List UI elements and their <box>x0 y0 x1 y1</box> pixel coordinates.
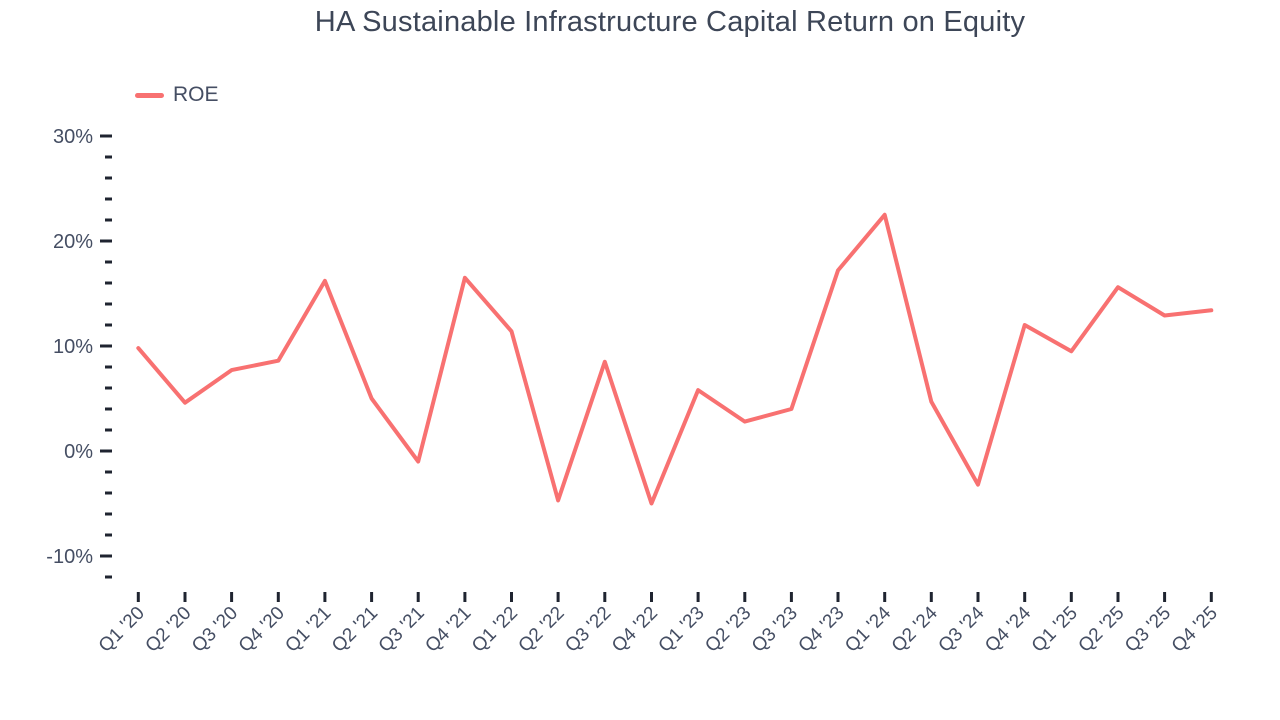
x-axis-label: Q1 '23 <box>655 603 709 657</box>
x-axis-label: Q1 '21 <box>281 603 335 657</box>
x-axis-label: Q4 '25 <box>1168 603 1222 657</box>
x-axis-label: Q2 '24 <box>888 602 942 656</box>
x-axis-label: Q4 '22 <box>608 603 662 657</box>
x-axis-label: Q2 '23 <box>701 603 755 657</box>
x-axis-label: Q4 '21 <box>421 603 475 657</box>
roe-line-series <box>136 212 1214 506</box>
x-axis-label: Q4 '24 <box>981 602 1035 656</box>
x-axis-label: Q2 '20 <box>142 603 196 657</box>
x-axis-label: Q2 '25 <box>1075 603 1129 657</box>
legend-label: ROE <box>173 83 219 106</box>
chart-title: HA Sustainable Infrastructure Capital Re… <box>314 6 1026 38</box>
x-axis-label: Q1 '24 <box>841 602 895 656</box>
x-axis-label: Q1 '20 <box>95 603 149 657</box>
x-axis-label: Q3 '20 <box>188 603 242 657</box>
x-axis-label: Q2 '22 <box>515 603 569 657</box>
y-axis-label: 0% <box>64 441 93 463</box>
x-axis-label: Q3 '25 <box>1121 603 1175 657</box>
line-swatch-icon <box>135 92 164 98</box>
x-axis-label: Q3 '22 <box>561 603 615 657</box>
x-axis-label: Q3 '23 <box>748 603 802 657</box>
x-axis-label: Q2 '21 <box>328 603 382 657</box>
legend-item-roe[interactable]: ROE <box>135 83 219 107</box>
x-axis-label: Q1 '25 <box>1028 603 1082 657</box>
x-axis-label: Q4 '23 <box>795 603 849 657</box>
y-axis-label: 10% <box>53 336 93 358</box>
y-axis-label: 20% <box>53 231 93 253</box>
x-axis-label: Q1 '22 <box>468 603 522 657</box>
legend: ROE <box>135 83 219 107</box>
y-axis-label: -10% <box>46 546 93 568</box>
x-axis-label: Q3 '21 <box>375 603 429 657</box>
y-axis-label: 30% <box>53 126 93 148</box>
x-axis-label: Q3 '24 <box>935 602 989 656</box>
x-axis-label: Q4 '20 <box>235 603 289 657</box>
